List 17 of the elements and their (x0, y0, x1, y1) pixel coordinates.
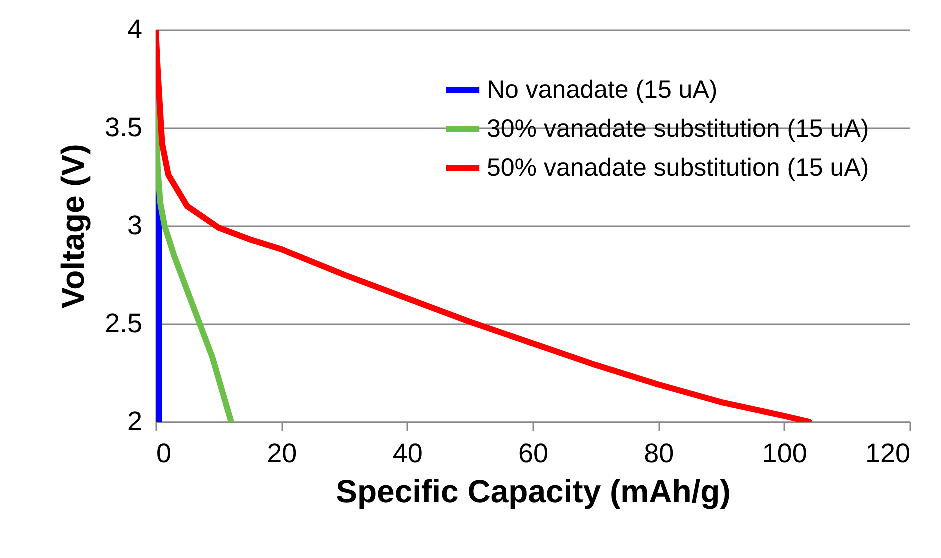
legend-label: 50% vanadate substitution (15 uA) (487, 154, 870, 182)
x-tick-label: 20 (267, 438, 298, 468)
y-tick-label: 3.5 (104, 112, 142, 142)
legend-label: 30% vanadate substitution (15 uA) (487, 115, 870, 143)
y-tick-label: 3 (127, 210, 142, 240)
y-axis-title: Voltage (V) (54, 144, 91, 309)
y-tick-label: 2 (127, 406, 142, 436)
x-tick-label: 80 (644, 438, 674, 468)
x-axis-title: Specific Capacity (mAh/g) (336, 474, 731, 510)
x-tick-label: 0 (156, 438, 172, 468)
x-tick-label: 120 (865, 438, 910, 468)
x-tick-label: 40 (392, 438, 423, 468)
legend-label: No vanadate (15 uA) (487, 76, 718, 104)
x-tick-label: 100 (762, 438, 808, 468)
x-tick-label: 60 (518, 438, 549, 468)
y-tick-label: 4 (127, 14, 142, 44)
y-tick-label: 2.5 (104, 308, 142, 338)
